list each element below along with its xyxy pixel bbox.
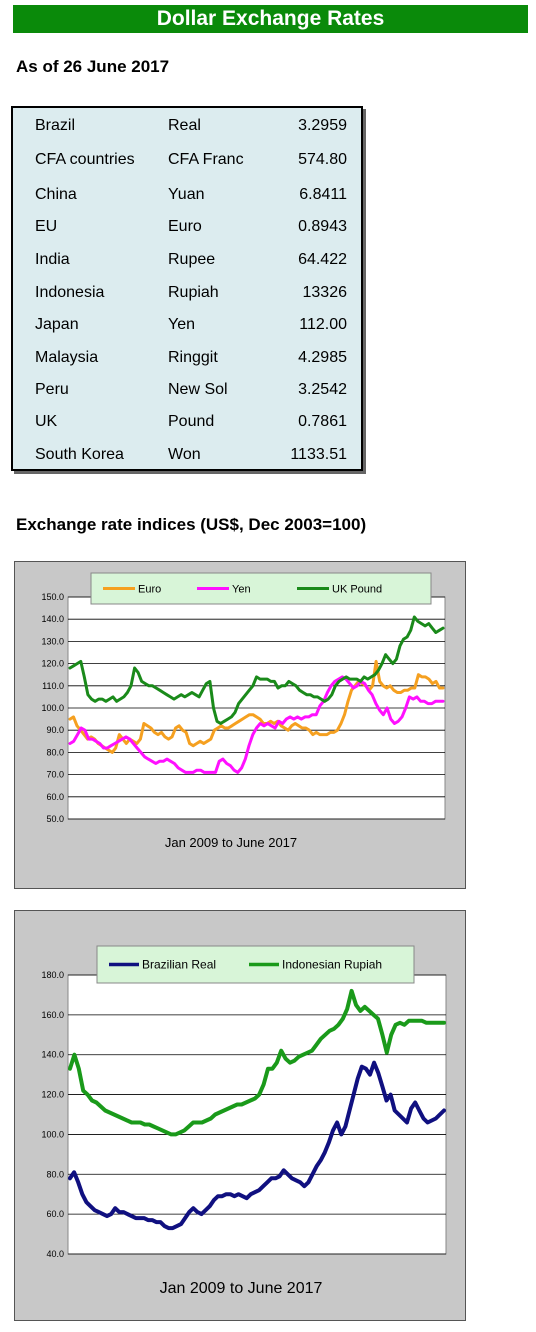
- currency-cell: Ringgit: [168, 349, 218, 366]
- rate-cell: 64.422: [298, 251, 347, 268]
- y-tick-label: 80.0: [46, 747, 64, 757]
- y-tick-label: 150.0: [41, 592, 64, 602]
- currency-cell: Rupiah: [168, 284, 219, 301]
- legend-label: Euro: [138, 584, 161, 596]
- country-cell: Japan: [35, 316, 79, 333]
- country-cell: Peru: [35, 381, 69, 398]
- country-cell: India: [35, 251, 70, 268]
- exchange-rate-table: Brazil Real 3.2959 CFA countries CFA Franc 57…: [11, 106, 363, 471]
- y-tick-label: 160.0: [41, 1010, 64, 1020]
- rate-row: Japan Yen 112.00: [13, 313, 361, 337]
- y-tick-label: 60.0: [46, 792, 64, 802]
- y-tick-label: 100.0: [41, 1129, 64, 1139]
- currency-cell: CFA Franc: [168, 151, 244, 168]
- y-tick-label: 80.0: [46, 1169, 64, 1179]
- y-tick-label: 60.0: [46, 1209, 64, 1219]
- currency-cell: Euro: [168, 218, 202, 235]
- y-tick-label: 120.0: [41, 1090, 64, 1100]
- series-line-yen: [68, 675, 445, 774]
- legend-label: Indonesian Rupiah: [282, 958, 382, 972]
- rate-row: Peru New Sol 3.2542: [13, 378, 361, 402]
- country-cell: China: [35, 186, 77, 203]
- rate-row: Brazil Real 3.2959: [13, 114, 361, 138]
- rate-cell: 0.7861: [298, 413, 347, 430]
- y-tick-label: 140.0: [41, 614, 64, 624]
- rate-row: EU Euro 0.8943: [13, 215, 361, 239]
- currency-cell: Rupee: [168, 251, 216, 268]
- chart-majors: 50.0 60.0 70.0 80.0 90.0 100.0 110.0 120.0 130.0…: [41, 572, 446, 850]
- series-line-brazilian-real: [68, 1060, 446, 1231]
- rate-cell: 0.8943: [298, 218, 347, 235]
- legend-label: Brazilian Real: [142, 958, 216, 972]
- y-tick-label: 70.0: [46, 770, 64, 780]
- currency-cell: New Sol: [168, 381, 228, 398]
- y-tick-label: 120.0: [41, 659, 64, 669]
- currency-cell: Yen: [168, 316, 195, 333]
- y-tick-label: 100.0: [41, 703, 64, 713]
- country-cell: Indonesia: [35, 284, 105, 301]
- rate-cell: 574.80: [298, 151, 347, 168]
- rate-row: Malaysia Ringgit 4.2985: [13, 346, 361, 370]
- chart-emerging: 40.0 60.0 80.0 100.0 120.0 140.0 160.0 180.0 Bra…: [41, 945, 447, 1297]
- legend-label: Yen: [232, 584, 251, 596]
- rate-cell: 3.2959: [298, 117, 347, 134]
- indices-heading: Exchange rate indices (US$, Dec 2003=100…: [16, 515, 367, 534]
- series-line-indonesian-rupiah: [68, 988, 446, 1137]
- rate-row: Indonesia Rupiah 13326: [13, 281, 361, 305]
- chart-frame-emerging: 40.0 60.0 80.0 100.0 120.0 140.0 160.0 180.0 Bra…: [14, 910, 466, 1321]
- rate-row: China Yuan 6.8411: [13, 183, 361, 207]
- y-tick-label: 90.0: [46, 725, 64, 735]
- as-of-date: As of 26 June 2017: [16, 57, 170, 76]
- country-cell: UK: [35, 413, 58, 430]
- country-cell: EU: [35, 218, 58, 235]
- country-cell: South Korea: [35, 446, 124, 463]
- series-line-uk-pound: [68, 615, 445, 725]
- y-tick-label: 140.0: [41, 1050, 64, 1060]
- x-axis-caption: Jan 2009 to June 2017: [160, 1280, 323, 1297]
- rate-cell: 6.8411: [299, 186, 347, 203]
- y-tick-label: 50.0: [46, 814, 64, 824]
- currency-cell: Won: [168, 446, 201, 463]
- y-tick-label: 110.0: [42, 681, 64, 691]
- y-tick-label: 180.0: [41, 970, 64, 980]
- rate-cell: 4.2985: [298, 349, 347, 366]
- plot-area: [67, 974, 447, 1255]
- x-axis-caption: Jan 2009 to June 2017: [165, 835, 297, 850]
- rate-cell: 112.00: [299, 316, 347, 333]
- rate-cell: 3.2542: [298, 381, 347, 398]
- rate-row: South Korea Won 1133.51: [13, 443, 361, 467]
- rate-row: CFA countries CFA Franc 574.80: [13, 148, 361, 172]
- chart-frame-majors: 50.0 60.0 70.0 80.0 90.0 100.0 110.0 120.0 130.0…: [14, 561, 466, 889]
- rate-row: UK Pound 0.7861: [13, 410, 361, 434]
- page-title-banner: Dollar Exchange Rates: [13, 5, 528, 33]
- legend-box: [90, 572, 432, 605]
- currency-cell: Pound: [168, 413, 215, 430]
- country-cell: Malaysia: [35, 349, 99, 366]
- currency-cell: Yuan: [168, 186, 205, 203]
- rate-row: India Rupee 64.422: [13, 248, 361, 272]
- currency-cell: Real: [168, 117, 201, 134]
- country-cell: Brazil: [35, 117, 76, 134]
- rate-cell: 13326: [302, 284, 348, 301]
- y-tick-label: 40.0: [46, 1249, 64, 1259]
- rate-cell: 1133.51: [290, 446, 347, 463]
- legend-label: UK Pound: [332, 584, 382, 596]
- country-cell: CFA countries: [35, 151, 135, 168]
- y-tick-label: 130.0: [41, 636, 64, 646]
